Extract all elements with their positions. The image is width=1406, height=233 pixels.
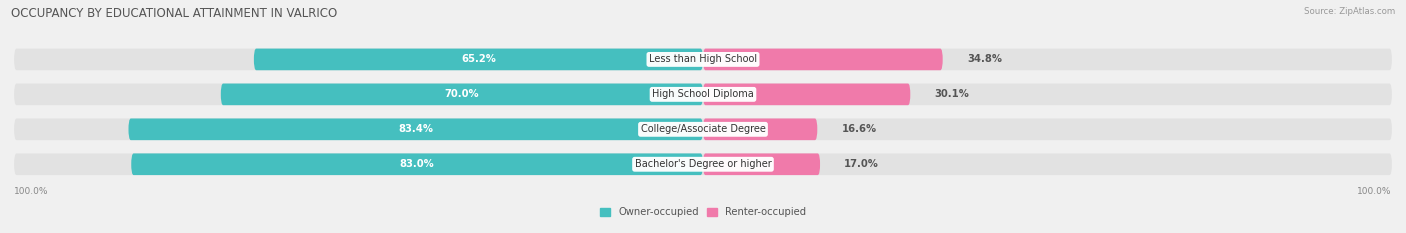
FancyBboxPatch shape (703, 154, 820, 175)
Text: 70.0%: 70.0% (444, 89, 479, 99)
FancyBboxPatch shape (14, 154, 1392, 175)
FancyBboxPatch shape (254, 49, 703, 70)
Text: High School Diploma: High School Diploma (652, 89, 754, 99)
Text: 34.8%: 34.8% (967, 55, 1002, 64)
FancyBboxPatch shape (703, 49, 943, 70)
Text: 83.0%: 83.0% (399, 159, 434, 169)
Text: Source: ZipAtlas.com: Source: ZipAtlas.com (1303, 7, 1395, 16)
Text: 65.2%: 65.2% (461, 55, 496, 64)
Text: 17.0%: 17.0% (844, 159, 879, 169)
FancyBboxPatch shape (14, 118, 1392, 140)
Text: 100.0%: 100.0% (14, 187, 49, 196)
FancyBboxPatch shape (128, 118, 703, 140)
Text: Bachelor's Degree or higher: Bachelor's Degree or higher (634, 159, 772, 169)
Legend: Owner-occupied, Renter-occupied: Owner-occupied, Renter-occupied (596, 203, 810, 222)
FancyBboxPatch shape (221, 84, 703, 105)
FancyBboxPatch shape (131, 154, 703, 175)
Text: 16.6%: 16.6% (841, 124, 876, 134)
Text: OCCUPANCY BY EDUCATIONAL ATTAINMENT IN VALRICO: OCCUPANCY BY EDUCATIONAL ATTAINMENT IN V… (11, 7, 337, 20)
Text: 30.1%: 30.1% (935, 89, 969, 99)
FancyBboxPatch shape (14, 84, 1392, 105)
FancyBboxPatch shape (703, 84, 910, 105)
FancyBboxPatch shape (14, 49, 1392, 70)
Text: 83.4%: 83.4% (398, 124, 433, 134)
Text: College/Associate Degree: College/Associate Degree (641, 124, 765, 134)
Text: Less than High School: Less than High School (650, 55, 756, 64)
Text: 100.0%: 100.0% (1357, 187, 1392, 196)
FancyBboxPatch shape (703, 118, 817, 140)
